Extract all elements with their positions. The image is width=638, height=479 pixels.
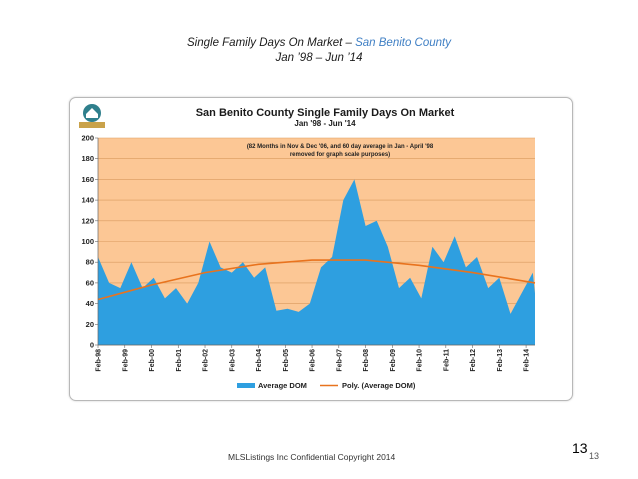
x-tick-label: Feb-06 bbox=[310, 349, 317, 372]
x-tick-label: Feb-14 bbox=[524, 349, 531, 372]
y-tick-label: 120 bbox=[81, 216, 94, 225]
x-tick-label: Feb-98 bbox=[96, 349, 103, 372]
chart-title: San Benito County Single Family Days On … bbox=[195, 107, 455, 119]
legend-label-trend: Poly. (Average DOM) bbox=[342, 381, 416, 390]
slide-title-main: Single Family Days On Market bbox=[187, 37, 343, 49]
y-tick-label: 80 bbox=[86, 258, 94, 267]
y-tick-label: 60 bbox=[86, 278, 94, 287]
x-tick-label: Feb-09 bbox=[390, 349, 397, 372]
trend-line bbox=[97, 259, 536, 301]
legend-swatch-average-dom bbox=[237, 383, 255, 388]
mls-logo-icon bbox=[79, 104, 105, 128]
x-tick-label: Feb-08 bbox=[363, 349, 370, 372]
slide-subtitle: Jan ’98 – Jun ’14 bbox=[275, 52, 363, 64]
slide-title-separator: – bbox=[342, 37, 356, 49]
x-tick-label: Feb-12 bbox=[470, 349, 477, 372]
x-tick-label: Feb-02 bbox=[203, 349, 210, 372]
x-tick-label: Feb-05 bbox=[283, 349, 290, 372]
chart-annotation: (82 Months in Nov & Dec '06, and 60 day … bbox=[247, 144, 434, 150]
chart-subtitle: Jan '98 - Jun '14 bbox=[294, 119, 356, 128]
slide-title-county: San Benito County bbox=[355, 37, 451, 49]
y-tick-label: 40 bbox=[86, 299, 94, 308]
legend-label-average-dom: Average DOM bbox=[258, 381, 307, 390]
y-tick-label: 200 bbox=[81, 134, 94, 143]
chart-annotation: removed for graph scale purposes) bbox=[290, 152, 390, 158]
x-tick-label: Feb-07 bbox=[336, 349, 343, 372]
page-number-small: 13 bbox=[589, 451, 600, 461]
x-tick-label: Feb-03 bbox=[229, 349, 236, 372]
x-tick-label: Feb-99 bbox=[122, 349, 129, 372]
x-tick-label: Feb-01 bbox=[176, 349, 183, 372]
x-tick-label: Feb-10 bbox=[417, 349, 424, 372]
y-tick-label: 160 bbox=[81, 175, 94, 184]
y-tick-label: 140 bbox=[81, 196, 94, 205]
y-tick-label: 180 bbox=[81, 154, 94, 163]
footer-copyright: MLSListings Inc Confidential Copyright 2… bbox=[228, 452, 396, 462]
x-tick-label: Feb-04 bbox=[256, 349, 263, 372]
y-tick-label: 100 bbox=[81, 237, 94, 246]
page-number: 13 bbox=[572, 440, 588, 456]
y-tick-label: 20 bbox=[86, 320, 94, 329]
x-tick-label: Feb-11 bbox=[443, 349, 450, 371]
x-tick-label: Feb-13 bbox=[497, 349, 504, 372]
slide-title: Single Family Days On Market – San Benit… bbox=[0, 37, 638, 49]
average-dom-area bbox=[98, 179, 535, 345]
y-tick-label: 0 bbox=[90, 341, 94, 350]
x-tick-label: Feb-00 bbox=[149, 349, 156, 372]
